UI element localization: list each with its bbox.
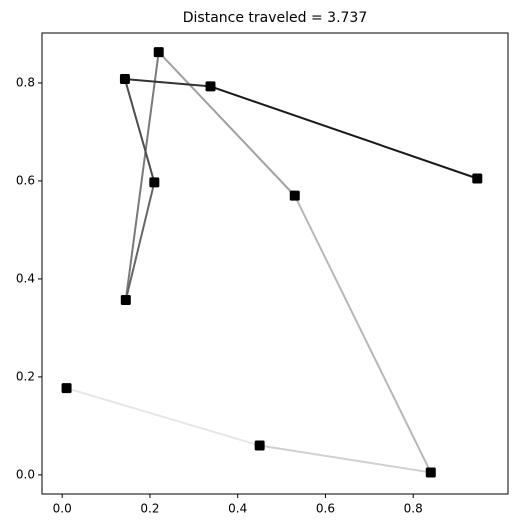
y-tick-label: 0.2 — [16, 369, 35, 383]
path-segment — [66, 387, 260, 447]
marker — [205, 81, 216, 92]
x-tick-label: 0.2 — [140, 502, 159, 516]
x-tick-label: 0.8 — [404, 502, 423, 516]
path-segment — [124, 78, 211, 88]
path-segment — [293, 195, 432, 473]
marker — [254, 440, 265, 451]
y-tick-label: 0.4 — [16, 271, 35, 285]
path-segment — [124, 51, 160, 301]
path-segment — [210, 85, 478, 180]
y-tick-label: 0.8 — [16, 75, 35, 89]
marker — [425, 467, 436, 478]
path-segment — [123, 78, 156, 183]
chart-title: Distance traveled = 3.737 — [183, 10, 368, 26]
y-tick-label: 0.6 — [16, 173, 35, 187]
marker — [289, 190, 300, 201]
marker — [120, 294, 131, 305]
path-segment — [259, 444, 431, 474]
x-tick-label: 0.6 — [316, 502, 335, 516]
path-segment — [124, 182, 156, 301]
y-tick-label: 0.0 — [16, 467, 35, 481]
x-tick-label: 0.4 — [228, 502, 247, 516]
path-segment — [157, 51, 296, 197]
marker — [149, 177, 160, 188]
x-tick-label: 0.0 — [53, 502, 72, 516]
marker — [153, 47, 164, 58]
marker — [61, 383, 72, 394]
axes-frame — [41, 32, 509, 495]
marker — [472, 173, 483, 184]
marker — [119, 74, 130, 85]
